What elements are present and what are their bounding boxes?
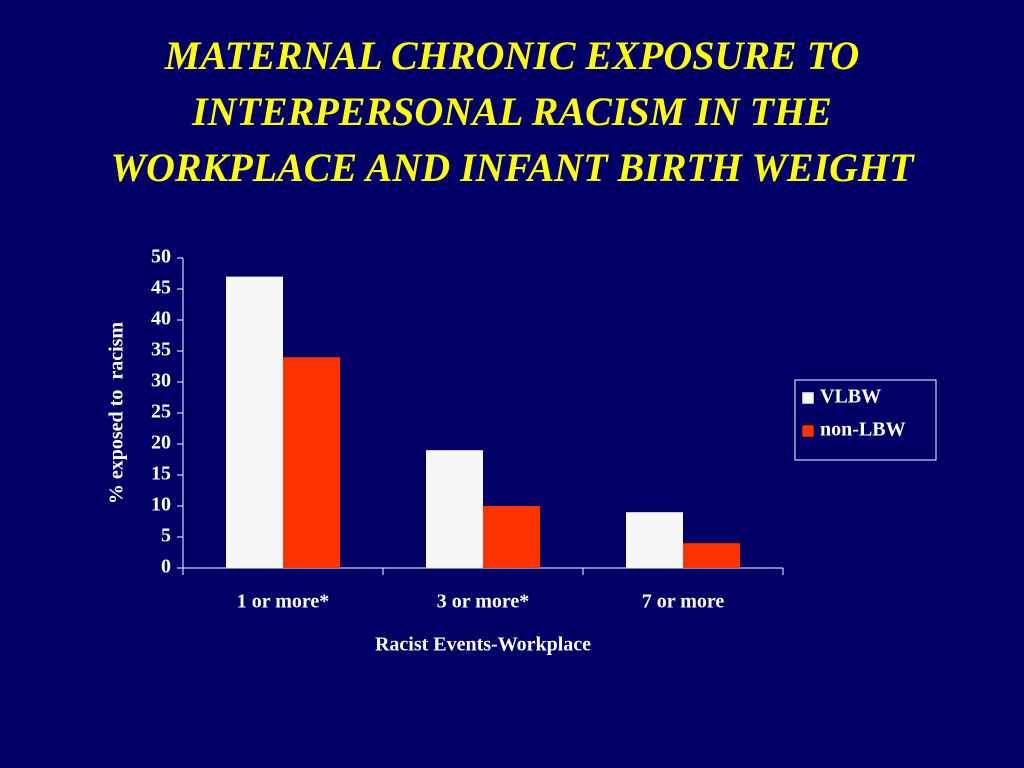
x-axis-label: Racist Events-Workplace [375, 634, 591, 656]
y-tick-label: 45 [151, 277, 171, 299]
bar [626, 512, 683, 568]
y-tick-label: 0 [161, 556, 171, 578]
x-tick-label: 3 or more* [437, 591, 530, 613]
legend-swatch [801, 391, 815, 405]
legend-label: non-LBW [820, 419, 906, 441]
bar [483, 506, 540, 568]
y-tick-label: 50 [151, 246, 171, 268]
y-tick-label: 35 [151, 339, 171, 361]
y-tick-label: 5 [161, 525, 171, 547]
bar [226, 276, 283, 568]
legend-box [794, 379, 937, 461]
legend-label: VLBW [820, 386, 881, 408]
chart-title: MATERNAL CHRONIC EXPOSURE TO INTERPERSON… [110, 33, 914, 190]
bar [283, 357, 340, 568]
y-tick-label: 20 [151, 432, 171, 454]
y-tick-label: 30 [151, 370, 171, 392]
x-tick-label: 1 or more* [237, 591, 330, 613]
y-tick-label: 25 [151, 401, 171, 423]
y-tick-label: 10 [151, 494, 171, 516]
y-tick-label: 40 [151, 308, 171, 330]
legend-swatch [801, 424, 815, 438]
y-axis-label: % exposed to racism [106, 322, 128, 505]
y-tick-label: 15 [151, 463, 171, 485]
bar [683, 543, 740, 568]
bar [426, 450, 483, 568]
x-tick-label: 7 or more [642, 591, 725, 613]
